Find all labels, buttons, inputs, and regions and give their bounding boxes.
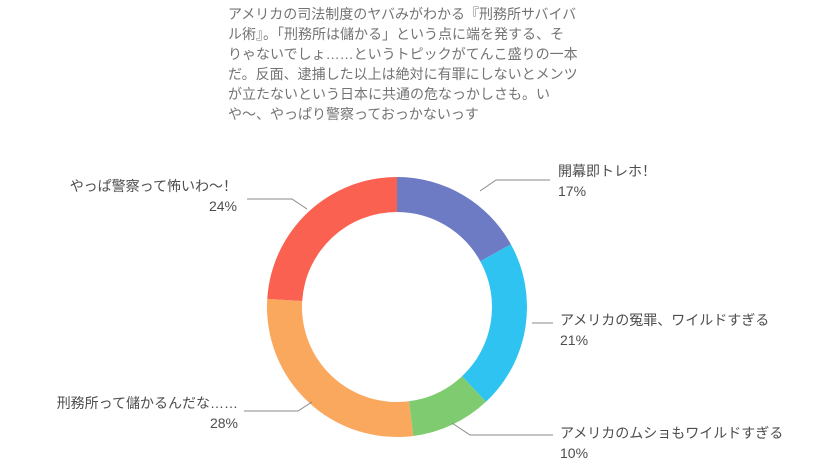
slice-label-enzai: アメリカの冤罪、ワイルドすぎる 21% — [560, 310, 769, 350]
donut-segment-musho — [408, 376, 486, 436]
slice-label-moukaru-text: 刑務所って儲かるんだな…… — [56, 395, 238, 411]
donut-segment-enzai — [462, 244, 528, 402]
slice-label-keisatsu-text: やっぱ警察って怖いわ〜！ — [69, 178, 237, 194]
slice-label-enzai-text: アメリカの冤罪、ワイルドすぎる — [560, 312, 770, 328]
connector-keisatsu-line — [247, 198, 308, 210]
donut-segment-keisatsu — [267, 177, 397, 302]
slice-label-musho-text: アメリカのムショもワイルドすぎる — [560, 425, 784, 441]
slice-label-enzai-pct: 21% — [560, 332, 589, 348]
donut-segment-kaimaku — [397, 177, 511, 262]
slice-label-musho: アメリカのムショもワイルドすぎる 10% — [560, 423, 783, 463]
slice-label-keisatsu-pct: 24% — [208, 198, 237, 214]
slice-label-kaimaku: 開幕即トレホ！ 17% — [558, 161, 656, 201]
connector-musho-line — [451, 422, 553, 436]
connector-moukaru-line — [244, 401, 313, 412]
slice-label-moukaru: 刑務所って儲かるんだな…… 28% — [57, 393, 238, 433]
donut-segments-group — [267, 177, 528, 437]
connector-lines-group — [244, 179, 553, 436]
slice-label-kaimaku-text: 開幕即トレホ！ — [558, 163, 656, 179]
slice-label-musho-pct: 10% — [560, 445, 589, 461]
donut-segment-moukaru — [267, 298, 414, 437]
connector-kaimaku-line — [479, 179, 550, 192]
slice-label-kaimaku-pct: 17% — [558, 183, 587, 199]
slice-label-keisatsu: やっぱ警察って怖いわ〜！ 24% — [70, 176, 237, 216]
description-text: アメリカの司法制度のヤバみがわかる『刑務所サバイバ ル術』。「刑務所は儲かる」と… — [228, 6, 578, 122]
slice-label-moukaru-pct: 28% — [209, 415, 238, 431]
